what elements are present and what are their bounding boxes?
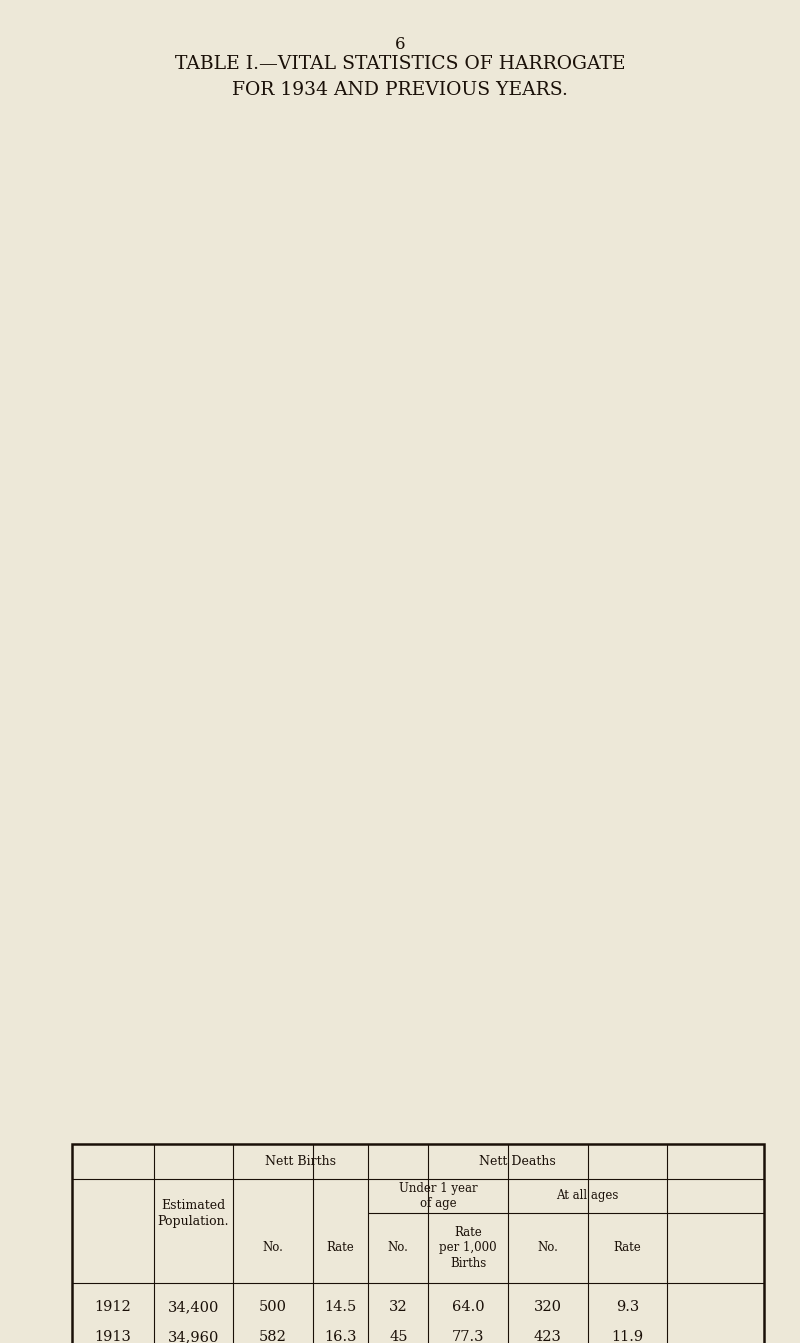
Bar	[72, 1144, 764, 1343]
Text: 64.0: 64.0	[452, 1300, 485, 1313]
Text: TABLE I.—VITAL STATISTICS OF HARROGATE: TABLE I.—VITAL STATISTICS OF HARROGATE	[174, 55, 626, 74]
Text: 500: 500	[258, 1300, 286, 1313]
Text: Rate: Rate	[326, 1241, 354, 1254]
Text: 32: 32	[389, 1300, 407, 1313]
Text: 6: 6	[394, 36, 406, 52]
Text: 9.3: 9.3	[616, 1300, 639, 1313]
Text: 14.5: 14.5	[324, 1300, 357, 1313]
Text: At all ages: At all ages	[556, 1190, 618, 1202]
Text: 34,960: 34,960	[167, 1331, 218, 1343]
Text: 423: 423	[534, 1331, 562, 1343]
Text: 11.9: 11.9	[611, 1331, 643, 1343]
Text: Rate
per 1,000
Births: Rate per 1,000 Births	[439, 1226, 497, 1269]
Text: 582: 582	[258, 1331, 286, 1343]
Text: 320: 320	[534, 1300, 562, 1313]
Text: Estimated
Population.: Estimated Population.	[158, 1199, 229, 1228]
Text: 1913: 1913	[94, 1331, 131, 1343]
Text: 1912: 1912	[94, 1300, 131, 1313]
Text: 45: 45	[389, 1331, 407, 1343]
Text: Under 1 year
of age: Under 1 year of age	[398, 1182, 478, 1210]
Text: No.: No.	[538, 1241, 558, 1254]
Text: Nett Births: Nett Births	[265, 1155, 336, 1168]
Text: 34,400: 34,400	[167, 1300, 218, 1313]
Text: FOR 1934 AND PREVIOUS YEARS.: FOR 1934 AND PREVIOUS YEARS.	[232, 81, 568, 99]
Text: Rate: Rate	[614, 1241, 642, 1254]
Text: No.: No.	[388, 1241, 409, 1254]
Text: No.: No.	[262, 1241, 283, 1254]
Text: 16.3: 16.3	[324, 1331, 357, 1343]
Text: 77.3: 77.3	[452, 1331, 485, 1343]
Text: Nett Deaths: Nett Deaths	[479, 1155, 556, 1168]
